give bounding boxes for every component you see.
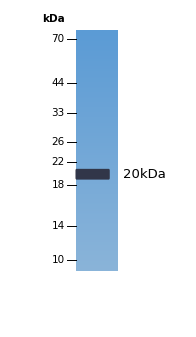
- Text: 14: 14: [51, 221, 65, 231]
- FancyBboxPatch shape: [75, 169, 110, 180]
- Text: kDa: kDa: [42, 13, 65, 24]
- Text: 26: 26: [51, 136, 65, 147]
- Text: 18: 18: [51, 180, 65, 190]
- Text: 10: 10: [52, 255, 65, 265]
- Text: 20kDa: 20kDa: [123, 168, 166, 181]
- Text: 70: 70: [52, 34, 65, 44]
- Text: 44: 44: [51, 78, 65, 88]
- Text: 22: 22: [51, 157, 65, 167]
- Text: 33: 33: [51, 108, 65, 118]
